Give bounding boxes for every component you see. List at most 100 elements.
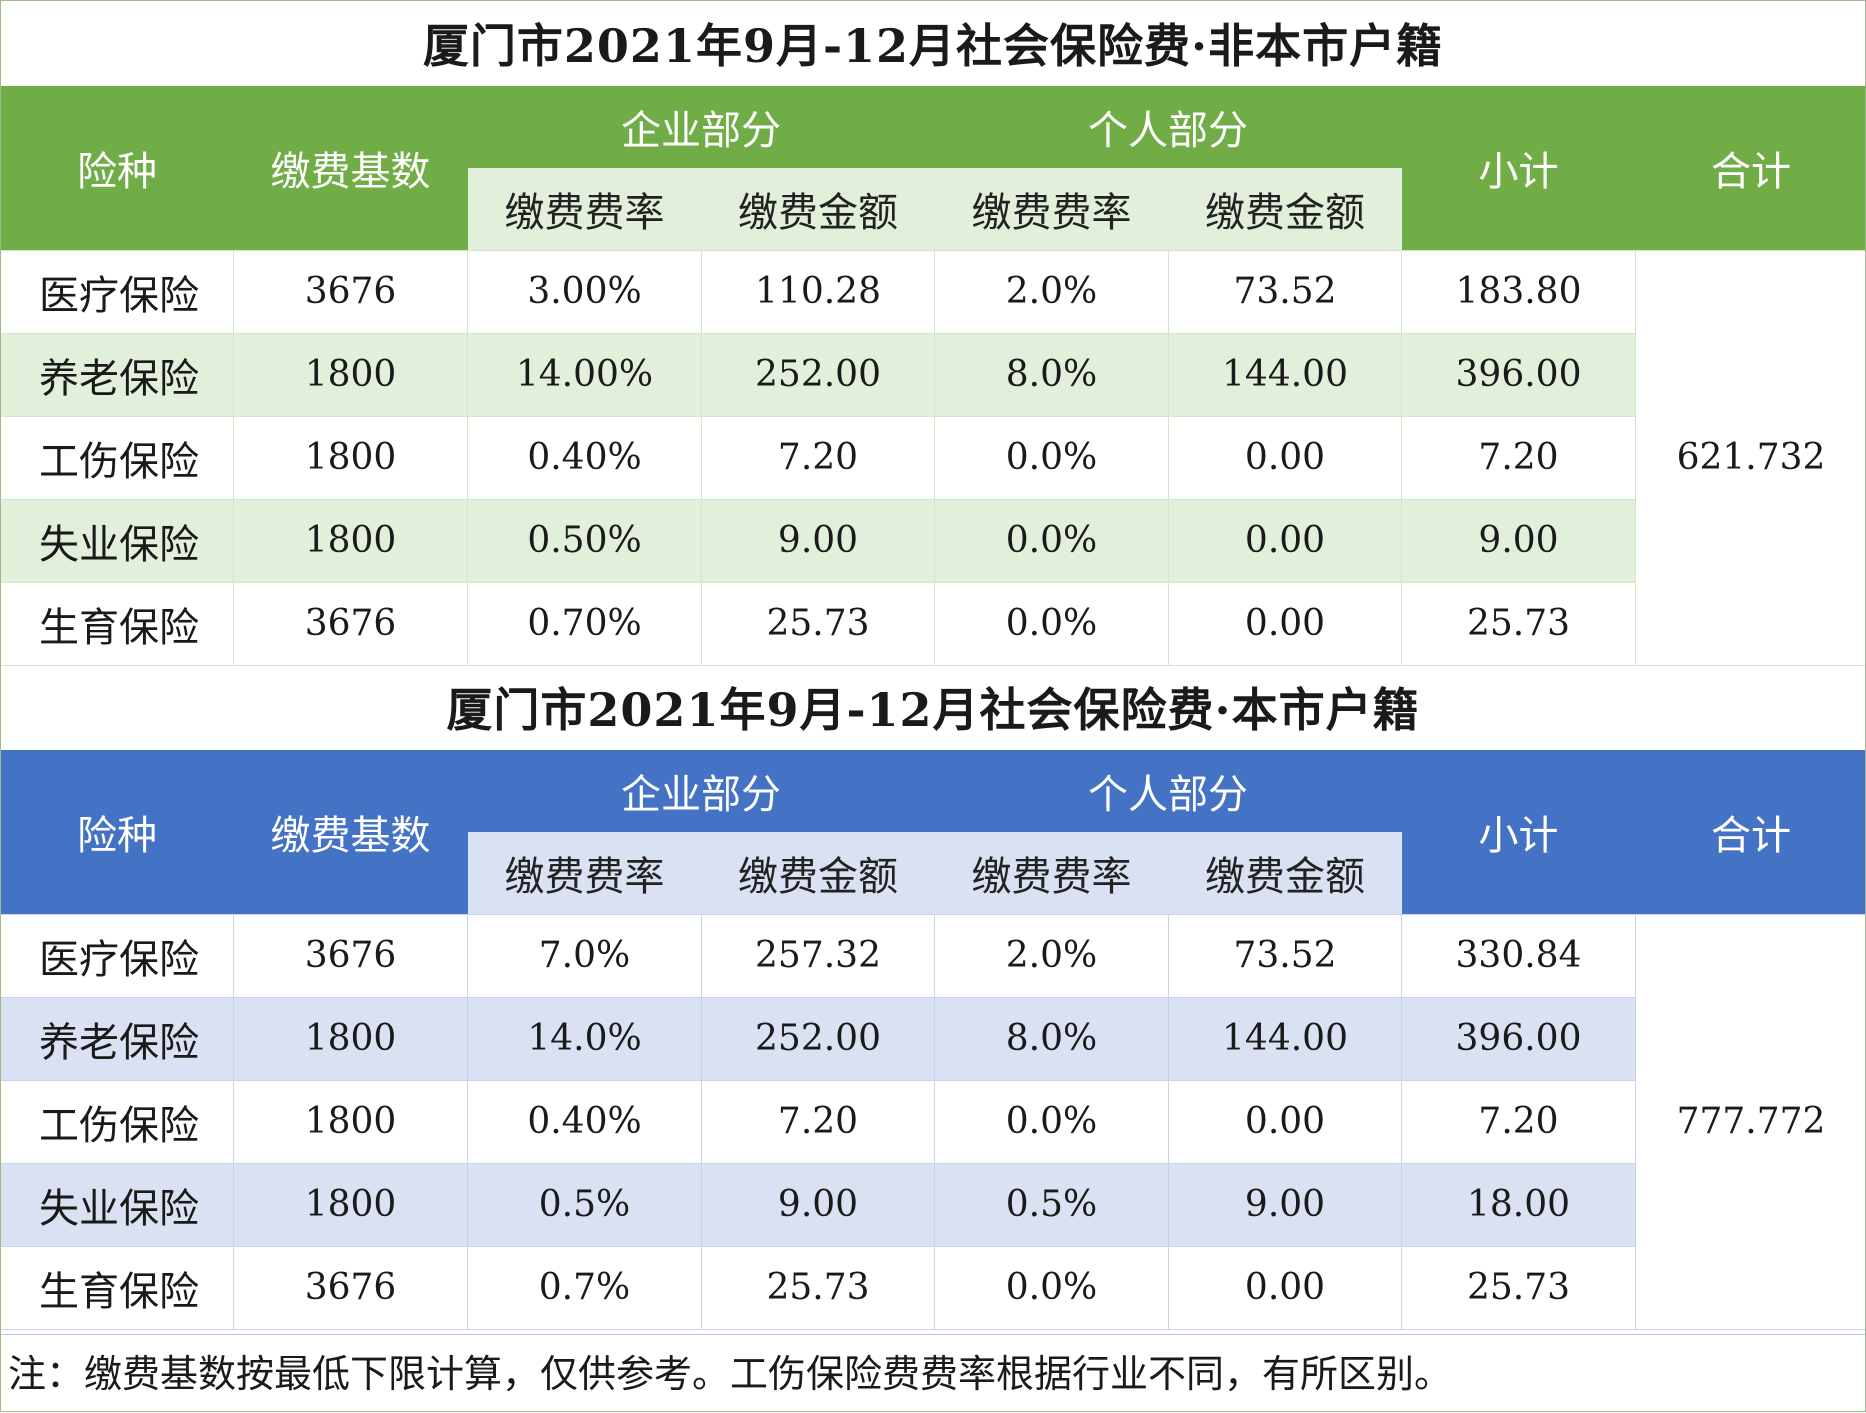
table-row: 工伤保险 1800 0.40% 7.20 0.0% 0.00 7.20 bbox=[1, 416, 1866, 499]
row-company-rate: 0.5% bbox=[468, 1163, 702, 1246]
row-subtotal: 7.20 bbox=[1402, 1080, 1636, 1163]
row-personal-amount: 9.00 bbox=[1169, 1163, 1402, 1246]
row-base: 1800 bbox=[234, 333, 468, 416]
row-base: 3676 bbox=[234, 1246, 468, 1329]
row-base: 1800 bbox=[234, 997, 468, 1080]
row-base: 1800 bbox=[234, 499, 468, 582]
row-name: 失业保险 bbox=[1, 1163, 234, 1246]
row-company-rate: 7.0% bbox=[468, 914, 702, 997]
row-company-amount: 252.00 bbox=[702, 997, 935, 1080]
table-row: 生育保险 3676 0.70% 25.73 0.0% 0.00 25.73 bbox=[1, 582, 1866, 665]
row-personal-rate: 2.0% bbox=[935, 914, 1169, 997]
row-company-amount: 257.32 bbox=[702, 914, 935, 997]
row-personal-rate: 0.0% bbox=[935, 1080, 1169, 1163]
row-personal-rate: 2.0% bbox=[935, 250, 1169, 333]
header-personal-rate: 缴费费率 bbox=[935, 168, 1169, 250]
header-company-amount: 缴费金额 bbox=[702, 832, 935, 914]
row-company-amount: 7.20 bbox=[702, 1080, 935, 1163]
header-type: 险种 bbox=[1, 86, 234, 250]
row-company-rate: 0.7% bbox=[468, 1246, 702, 1329]
header-company-amount: 缴费金额 bbox=[702, 168, 935, 250]
row-personal-rate: 0.0% bbox=[935, 1246, 1169, 1329]
row-name: 生育保险 bbox=[1, 582, 234, 665]
row-personal-rate: 8.0% bbox=[935, 333, 1169, 416]
header-company: 企业部分 bbox=[468, 750, 935, 832]
header-subtotal: 小计 bbox=[1402, 86, 1636, 250]
table1-non-local: 险种 缴费基数 企业部分 个人部分 小计 合计 缴费费率 缴费金额 缴费费率 缴… bbox=[0, 86, 1866, 666]
table2-total-value: 777.772 bbox=[1636, 914, 1866, 1329]
header-type: 险种 bbox=[1, 750, 234, 914]
header-personal-amount: 缴费金额 bbox=[1169, 168, 1402, 250]
row-personal-amount: 144.00 bbox=[1169, 333, 1402, 416]
row-subtotal: 9.00 bbox=[1402, 499, 1636, 582]
header-base: 缴费基数 bbox=[234, 86, 468, 250]
row-company-rate: 0.70% bbox=[468, 582, 702, 665]
row-company-amount: 9.00 bbox=[702, 1163, 935, 1246]
row-name: 养老保险 bbox=[1, 333, 234, 416]
table-row: 医疗保险 3676 3.00% 110.28 2.0% 73.52 183.80… bbox=[1, 250, 1866, 333]
row-company-rate: 0.50% bbox=[468, 499, 702, 582]
table-row: 失业保险 1800 0.50% 9.00 0.0% 0.00 9.00 bbox=[1, 499, 1866, 582]
row-company-rate: 3.00% bbox=[468, 250, 702, 333]
row-company-amount: 7.20 bbox=[702, 416, 935, 499]
header-company-rate: 缴费费率 bbox=[468, 168, 702, 250]
row-personal-amount: 0.00 bbox=[1169, 416, 1402, 499]
row-company-amount: 25.73 bbox=[702, 1246, 935, 1329]
row-subtotal: 18.00 bbox=[1402, 1163, 1636, 1246]
table-row: 养老保险 1800 14.0% 252.00 8.0% 144.00 396.0… bbox=[1, 997, 1866, 1080]
row-subtotal: 25.73 bbox=[1402, 1246, 1636, 1329]
row-personal-amount: 0.00 bbox=[1169, 499, 1402, 582]
row-personal-rate: 0.0% bbox=[935, 582, 1169, 665]
row-personal-amount: 0.00 bbox=[1169, 1080, 1402, 1163]
row-personal-amount: 0.00 bbox=[1169, 1246, 1402, 1329]
row-subtotal: 183.80 bbox=[1402, 250, 1636, 333]
row-company-amount: 252.00 bbox=[702, 333, 935, 416]
table-row: 失业保险 1800 0.5% 9.00 0.5% 9.00 18.00 bbox=[1, 1163, 1866, 1246]
row-base: 1800 bbox=[234, 1163, 468, 1246]
table1-total-value: 621.732 bbox=[1636, 250, 1866, 665]
row-company-amount: 110.28 bbox=[702, 250, 935, 333]
row-base: 3676 bbox=[234, 914, 468, 997]
row-personal-amount: 73.52 bbox=[1169, 914, 1402, 997]
row-company-rate: 0.40% bbox=[468, 416, 702, 499]
header-company-rate: 缴费费率 bbox=[468, 832, 702, 914]
row-personal-rate: 8.0% bbox=[935, 997, 1169, 1080]
row-name: 医疗保险 bbox=[1, 914, 234, 997]
row-base: 3676 bbox=[234, 250, 468, 333]
row-name: 工伤保险 bbox=[1, 416, 234, 499]
row-name: 工伤保险 bbox=[1, 1080, 234, 1163]
header-company: 企业部分 bbox=[468, 86, 935, 168]
row-company-amount: 9.00 bbox=[702, 499, 935, 582]
footnote: 注：缴费基数按最低下限计算，仅供参考。工伤保险费费率根据行业不同，有所区别。 bbox=[0, 1334, 1866, 1412]
row-name: 养老保险 bbox=[1, 997, 234, 1080]
row-base: 3676 bbox=[234, 582, 468, 665]
row-personal-rate: 0.0% bbox=[935, 499, 1169, 582]
header-personal: 个人部分 bbox=[935, 86, 1402, 168]
row-base: 1800 bbox=[234, 1080, 468, 1163]
row-personal-rate: 0.5% bbox=[935, 1163, 1169, 1246]
row-subtotal: 7.20 bbox=[1402, 416, 1636, 499]
table-row: 医疗保险 3676 7.0% 257.32 2.0% 73.52 330.84 … bbox=[1, 914, 1866, 997]
header-personal-amount: 缴费金额 bbox=[1169, 832, 1402, 914]
row-subtotal: 25.73 bbox=[1402, 582, 1636, 665]
table-row: 生育保险 3676 0.7% 25.73 0.0% 0.00 25.73 bbox=[1, 1246, 1866, 1329]
row-company-rate: 14.0% bbox=[468, 997, 702, 1080]
row-subtotal: 396.00 bbox=[1402, 333, 1636, 416]
header-subtotal: 小计 bbox=[1402, 750, 1636, 914]
header-total: 合计 bbox=[1636, 750, 1866, 914]
row-subtotal: 330.84 bbox=[1402, 914, 1636, 997]
header-personal-rate: 缴费费率 bbox=[935, 832, 1169, 914]
table-row: 养老保险 1800 14.00% 252.00 8.0% 144.00 396.… bbox=[1, 333, 1866, 416]
header-total: 合计 bbox=[1636, 86, 1866, 250]
row-name: 失业保险 bbox=[1, 499, 234, 582]
row-company-amount: 25.73 bbox=[702, 582, 935, 665]
table2-local: 险种 缴费基数 企业部分 个人部分 小计 合计 缴费费率 缴费金额 缴费费率 缴… bbox=[0, 750, 1866, 1330]
row-personal-amount: 73.52 bbox=[1169, 250, 1402, 333]
row-personal-rate: 0.0% bbox=[935, 416, 1169, 499]
row-base: 1800 bbox=[234, 416, 468, 499]
table-row: 工伤保险 1800 0.40% 7.20 0.0% 0.00 7.20 bbox=[1, 1080, 1866, 1163]
row-personal-amount: 0.00 bbox=[1169, 582, 1402, 665]
row-name: 医疗保险 bbox=[1, 250, 234, 333]
header-base: 缴费基数 bbox=[234, 750, 468, 914]
